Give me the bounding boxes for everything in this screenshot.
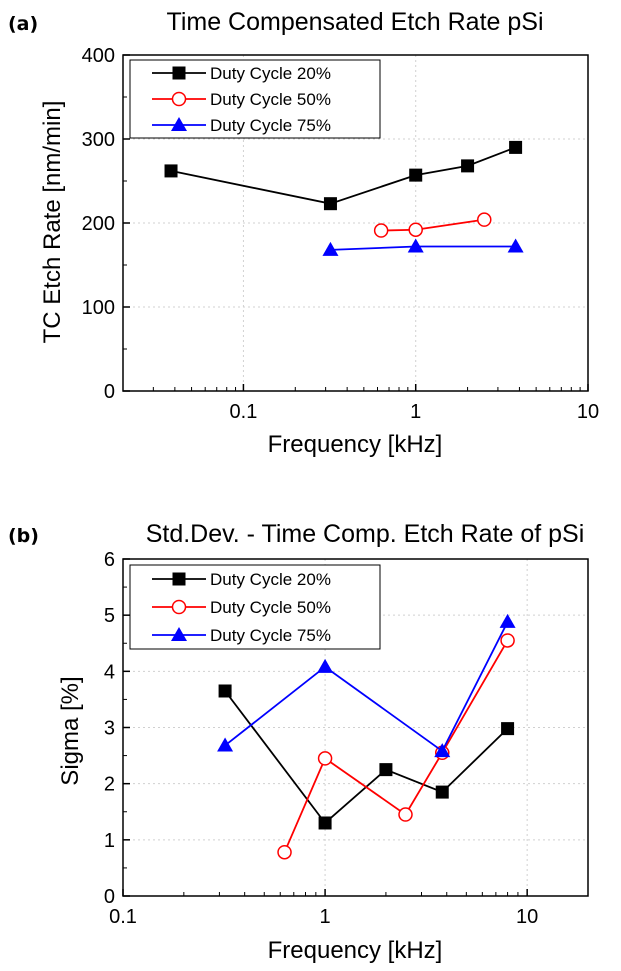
legend-marker xyxy=(171,117,187,131)
y-tick-label: 0 xyxy=(104,381,115,403)
panel-b-xlabel: Frequency [kHz] xyxy=(268,937,443,964)
x-tick-label: 1 xyxy=(410,401,421,423)
data-point-duty-cycle-50 xyxy=(408,222,423,237)
y-tick-label: 100 xyxy=(82,297,115,319)
legend: Duty Cycle 20% Duty Cycle 50% Duty Cycle 7… xyxy=(129,564,381,650)
panel-a-ylabel: TC Etch Rate [nm/min] xyxy=(39,101,66,344)
data-point-duty-cycle-20 xyxy=(379,763,393,777)
series-line-duty-cycle-75 xyxy=(330,245,516,251)
data-point-duty-cycle-20 xyxy=(501,722,515,736)
series-line-duty-cycle-50 xyxy=(381,218,485,232)
x-tick-label: 0.1 xyxy=(230,401,258,423)
y-tick-label: 400 xyxy=(82,45,115,67)
legend-entry-label: Duty Cycle 50% xyxy=(210,598,331,617)
y-tick-label: 200 xyxy=(82,213,115,235)
panel-a-xlabel: Frequency [kHz] xyxy=(268,431,443,458)
legend: Duty Cycle 20% Duty Cycle 50% Duty Cycle 7… xyxy=(129,59,381,139)
data-point-duty-cycle-20 xyxy=(409,168,423,182)
x-tick-label: 1 xyxy=(320,906,331,928)
series-line-duty-cycle-75 xyxy=(224,621,509,753)
data-point-duty-cycle-75 xyxy=(407,238,424,253)
y-tick-label: 3 xyxy=(104,718,115,740)
data-point-duty-cycle-20 xyxy=(461,159,475,173)
data-point-duty-cycle-75 xyxy=(507,238,524,253)
data-point-duty-cycle-50 xyxy=(477,212,492,227)
y-tick-label: 5 xyxy=(104,605,115,627)
data-point-duty-cycle-20 xyxy=(323,197,337,211)
y-tick-label: 4 xyxy=(104,661,115,683)
x-tick-label: 0.1 xyxy=(109,906,137,928)
y-tick-label: 300 xyxy=(82,129,115,151)
x-tick-label: 10 xyxy=(516,906,538,928)
data-point-duty-cycle-20 xyxy=(435,785,449,799)
y-tick-label: 6 xyxy=(104,549,115,571)
y-tick-label: 1 xyxy=(104,830,115,852)
panel-b-label: (b) xyxy=(8,525,39,547)
legend-entry-label: Duty Cycle 75% xyxy=(210,116,331,135)
legend-marker xyxy=(172,572,186,586)
legend-entry-label: Duty Cycle 75% xyxy=(210,626,331,645)
x-tick-label: 10 xyxy=(577,401,599,423)
y-tick-label: 2 xyxy=(104,774,115,796)
data-point-duty-cycle-50 xyxy=(373,223,389,238)
data-point-duty-cycle-20 xyxy=(164,164,178,178)
y-tick-label: 0 xyxy=(104,886,115,908)
panel-a-title: Time Compensated Etch Rate pSi xyxy=(166,8,543,36)
data-point-duty-cycle-20 xyxy=(318,816,332,830)
data-point-duty-cycle-20 xyxy=(218,684,232,698)
data-point-duty-cycle-50 xyxy=(277,844,292,860)
legend-entry-label: Duty Cycle 20% xyxy=(210,570,331,589)
data-point-duty-cycle-75 xyxy=(317,658,334,673)
legend-entry-label: Duty Cycle 50% xyxy=(210,90,331,109)
panel-b-ylabel: Sigma [%] xyxy=(57,676,84,785)
data-point-duty-cycle-75 xyxy=(499,613,516,628)
legend-marker xyxy=(171,599,187,615)
legend-marker xyxy=(171,91,187,107)
legend-marker xyxy=(171,627,187,641)
data-point-duty-cycle-75 xyxy=(322,241,339,256)
data-point-duty-cycle-20 xyxy=(509,140,523,154)
data-point-duty-cycle-50 xyxy=(500,633,515,648)
panel-b-plot: 0.1 1 10 0 1 2 3 4 5 6 Duty Cycle 20% Duty Cycle 50… xyxy=(104,549,589,928)
data-point-duty-cycle-75 xyxy=(434,743,451,758)
series-line-duty-cycle-20 xyxy=(170,146,516,205)
legend-entry-label: Duty Cycle 20% xyxy=(210,64,331,83)
series-line-duty-cycle-20 xyxy=(224,690,509,825)
panel-b-title: Std.Dev. - Time Comp. Etch Rate of pSi xyxy=(146,520,585,548)
data-point-duty-cycle-50 xyxy=(398,807,413,822)
panel-a-label: (a) xyxy=(8,13,38,35)
data-point-duty-cycle-75 xyxy=(217,737,234,752)
data-point-duty-cycle-50 xyxy=(317,751,333,766)
legend-marker xyxy=(172,66,186,80)
